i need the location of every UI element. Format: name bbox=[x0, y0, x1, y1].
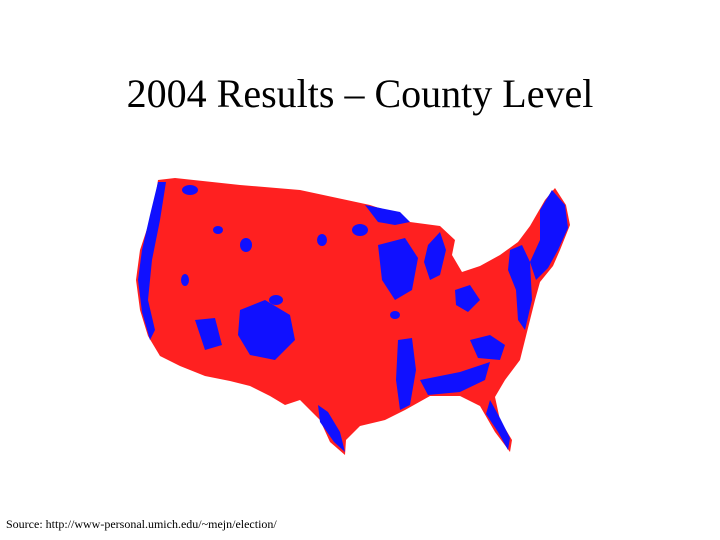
ohio-valley bbox=[455, 285, 480, 312]
us-outline bbox=[136, 178, 570, 455]
colorado bbox=[269, 295, 283, 305]
washington bbox=[182, 185, 198, 195]
idaho bbox=[213, 226, 223, 234]
michigan bbox=[424, 232, 446, 280]
northeast bbox=[508, 245, 532, 330]
minnesota bbox=[352, 224, 368, 236]
mississippi-delta bbox=[396, 338, 416, 410]
dakota bbox=[317, 234, 327, 246]
source-note: Source: http://www-personal.umich.edu/~m… bbox=[6, 517, 277, 531]
nevada bbox=[181, 274, 189, 286]
blue-counties bbox=[138, 182, 568, 452]
new-england bbox=[530, 190, 568, 280]
montana bbox=[240, 238, 252, 252]
lake-superior-region bbox=[365, 205, 410, 225]
west-coast bbox=[138, 182, 166, 340]
florida bbox=[486, 400, 510, 450]
south-atlantic bbox=[470, 335, 505, 360]
missouri bbox=[390, 311, 400, 319]
slide-title: 2004 Results – County Level bbox=[126, 71, 594, 116]
black-belt bbox=[420, 362, 490, 395]
new-mexico bbox=[195, 318, 222, 350]
southwest bbox=[238, 300, 295, 360]
upper-midwest bbox=[378, 238, 418, 300]
texas-border bbox=[318, 405, 345, 452]
